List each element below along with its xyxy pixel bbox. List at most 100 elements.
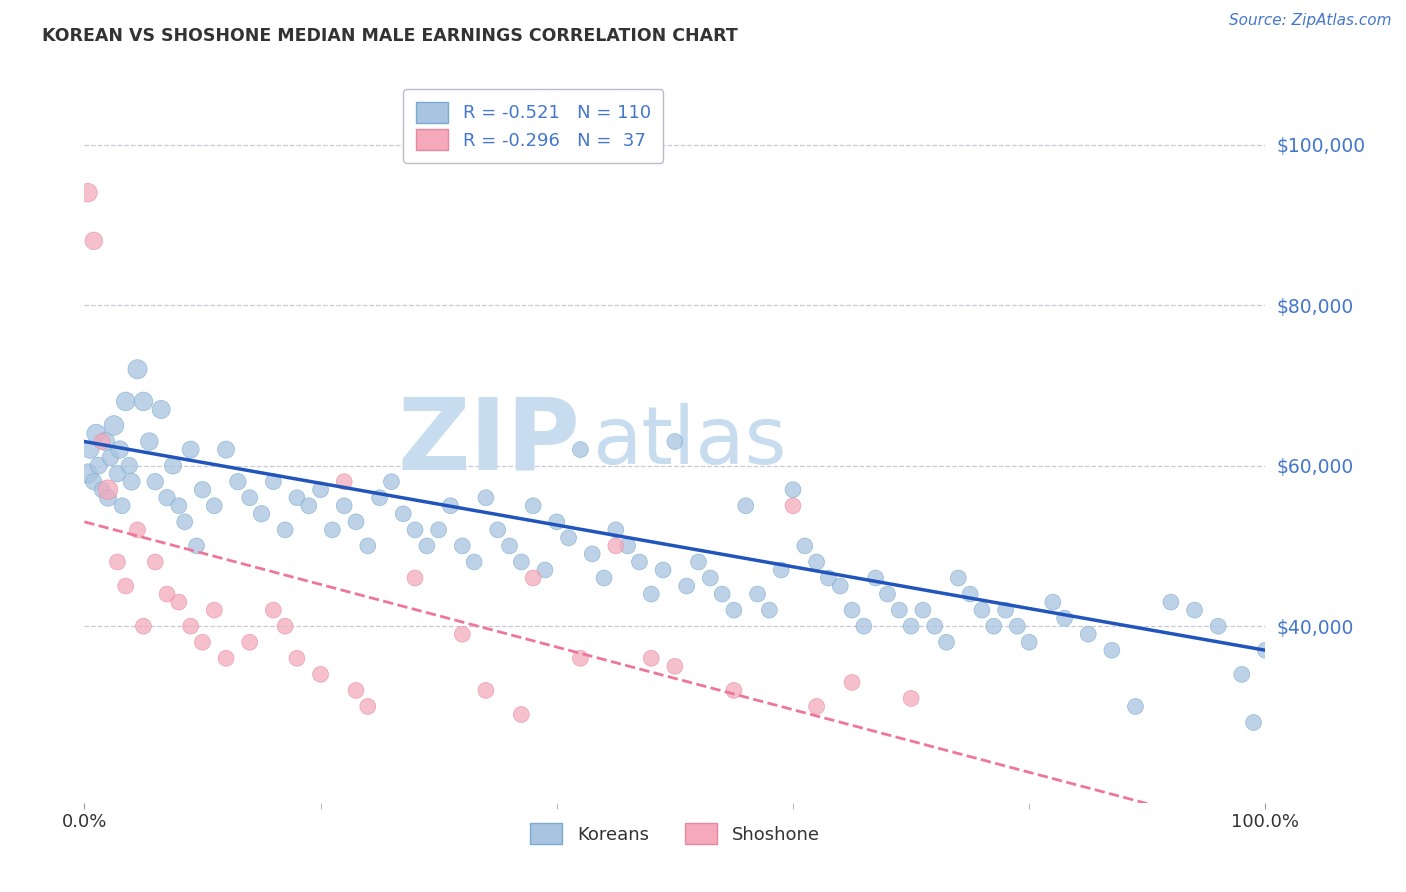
Point [77, 186, 100, 200]
Point [1230, 667, 1253, 681]
Point [239, 635, 262, 649]
Point [262, 475, 284, 489]
Point [640, 587, 662, 601]
Point [605, 523, 627, 537]
Point [959, 587, 981, 601]
Point [380, 475, 402, 489]
Point [103, 418, 125, 433]
Point [274, 619, 297, 633]
Point [522, 571, 544, 585]
Point [114, 394, 136, 409]
Point [616, 539, 638, 553]
Point [404, 523, 426, 537]
Point [143, 555, 166, 569]
Point [569, 442, 592, 457]
Point [664, 659, 686, 673]
Point [1053, 611, 1076, 625]
Point [309, 667, 332, 681]
Point [935, 635, 957, 649]
Point [77, 467, 100, 481]
Text: ZIP: ZIP [398, 393, 581, 490]
Point [111, 499, 134, 513]
Point [664, 434, 686, 449]
Point [368, 491, 391, 505]
Point [1042, 595, 1064, 609]
Text: KOREAN VS SHOSHONE MEDIAN MALE EARNINGS CORRELATION CHART: KOREAN VS SHOSHONE MEDIAN MALE EARNINGS … [42, 27, 738, 45]
Point [239, 491, 262, 505]
Point [138, 434, 160, 449]
Point [150, 402, 173, 417]
Point [121, 475, 143, 489]
Point [889, 603, 911, 617]
Point [156, 587, 179, 601]
Point [640, 651, 662, 665]
Point [841, 603, 863, 617]
Point [107, 555, 129, 569]
Point [167, 595, 190, 609]
Point [173, 515, 195, 529]
Point [900, 691, 922, 706]
Point [79, 442, 101, 457]
Point [1101, 643, 1123, 657]
Point [793, 539, 815, 553]
Point [87, 458, 110, 473]
Point [309, 483, 332, 497]
Point [1018, 635, 1040, 649]
Point [675, 579, 697, 593]
Point [83, 475, 105, 489]
Point [180, 619, 202, 633]
Point [1206, 619, 1229, 633]
Point [970, 603, 993, 617]
Point [486, 523, 509, 537]
Point [1007, 619, 1029, 633]
Point [510, 707, 533, 722]
Point [711, 587, 734, 601]
Point [747, 587, 769, 601]
Point [782, 483, 804, 497]
Point [994, 603, 1017, 617]
Point [758, 603, 780, 617]
Point [108, 442, 131, 457]
Point [427, 523, 450, 537]
Point [522, 499, 544, 513]
Point [652, 563, 675, 577]
Point [1077, 627, 1099, 641]
Point [534, 563, 557, 577]
Point [948, 571, 970, 585]
Point [333, 475, 356, 489]
Point [865, 571, 887, 585]
Point [162, 458, 184, 473]
Point [806, 555, 828, 569]
Point [439, 499, 461, 513]
Point [1160, 595, 1182, 609]
Point [107, 467, 129, 481]
Point [557, 531, 579, 545]
Point [114, 579, 136, 593]
Point [202, 603, 225, 617]
Point [298, 499, 321, 513]
Point [688, 555, 710, 569]
Point [546, 515, 568, 529]
Point [357, 699, 380, 714]
Text: Source: ZipAtlas.com: Source: ZipAtlas.com [1229, 13, 1392, 29]
Point [344, 515, 367, 529]
Point [983, 619, 1005, 633]
Point [510, 555, 533, 569]
Point [215, 651, 238, 665]
Point [357, 539, 380, 553]
Point [226, 475, 249, 489]
Point [911, 603, 934, 617]
Point [569, 651, 592, 665]
Point [451, 539, 474, 553]
Point [463, 555, 485, 569]
Point [98, 450, 121, 465]
Point [91, 434, 114, 449]
Text: atlas: atlas [592, 402, 786, 481]
Point [91, 483, 114, 497]
Legend: Koreans, Shoshone: Koreans, Shoshone [523, 816, 827, 852]
Point [817, 571, 839, 585]
Point [127, 523, 149, 537]
Point [1254, 643, 1277, 657]
Point [841, 675, 863, 690]
Point [416, 539, 439, 553]
